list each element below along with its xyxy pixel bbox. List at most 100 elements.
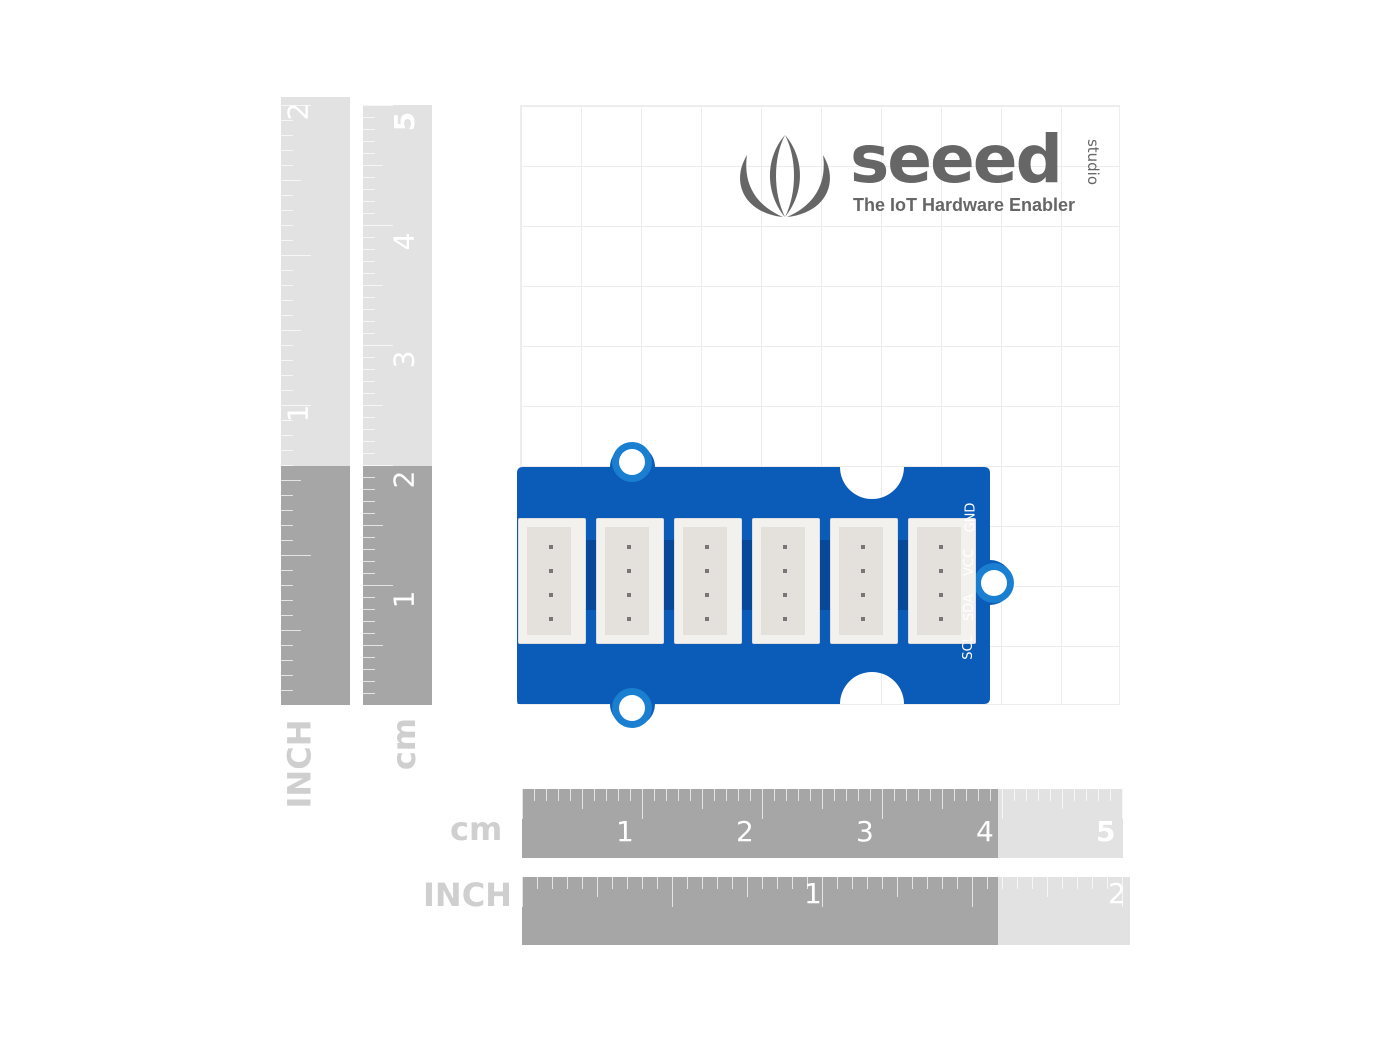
ruler-tick — [281, 165, 293, 166]
ruler-tick — [786, 789, 787, 801]
ruler-tick — [654, 789, 655, 801]
ruler-tick — [363, 333, 375, 334]
ruler-tick — [567, 877, 568, 889]
ruler-tick — [702, 877, 703, 889]
connector-pin — [705, 617, 709, 621]
ruler-tick — [363, 273, 375, 274]
ruler-tick — [363, 369, 375, 370]
ruler-tick — [1110, 789, 1111, 801]
connector-pin — [939, 593, 943, 597]
ruler-tick — [1086, 789, 1087, 801]
ruler-tick — [281, 555, 311, 556]
ruler-tick — [363, 105, 393, 106]
ruler-tick — [281, 480, 301, 481]
connector-pin — [939, 545, 943, 549]
connector-pin — [549, 569, 553, 573]
ruler-tick — [363, 477, 375, 478]
connector-pin — [783, 593, 787, 597]
ruler-tick — [363, 201, 375, 202]
ruler-tick — [1122, 789, 1123, 819]
ruler-label: 1 — [387, 590, 421, 609]
ruler-tick — [281, 225, 293, 226]
ruler-tick — [281, 315, 293, 316]
ruler-tick — [281, 495, 293, 496]
ruler-tick — [281, 180, 301, 181]
ruler-tick — [777, 877, 778, 889]
ruler-tick — [281, 255, 311, 256]
ruler-tick — [281, 120, 293, 121]
ruler-tick — [363, 237, 375, 238]
ruler-tick — [1002, 877, 1003, 889]
ruler-tick — [281, 405, 311, 406]
connector-pin — [861, 593, 865, 597]
ruler-label: 1 — [281, 404, 315, 423]
ruler-tick — [363, 357, 375, 358]
connector-pin — [627, 593, 631, 597]
ruler-tick — [363, 441, 375, 442]
ruler-tick — [846, 789, 847, 801]
ruler-tick — [1047, 877, 1048, 897]
ruler-tick — [281, 150, 293, 151]
ruler-tick — [690, 789, 691, 801]
ruler-tick — [363, 669, 375, 670]
ruler-tick — [363, 393, 375, 394]
ruler-tick — [363, 225, 393, 226]
ruler-tick — [281, 105, 311, 106]
ruler-tick — [657, 877, 658, 889]
connector-pin — [783, 545, 787, 549]
ruler-tick — [534, 789, 535, 801]
ruler-tick — [281, 525, 293, 526]
ruler-tick — [281, 450, 293, 451]
ruler-label: 3 — [856, 815, 874, 848]
ruler-tick — [1017, 877, 1018, 889]
ruler-tick — [867, 877, 868, 889]
ruler-tick — [281, 345, 293, 346]
ruler-tick — [281, 660, 293, 661]
connector-pin — [939, 617, 943, 621]
vertical-inch-unit: INCH — [280, 719, 319, 809]
ruler-tick — [858, 789, 859, 801]
ruler-tick — [894, 789, 895, 801]
ruler-tick — [363, 141, 375, 142]
ruler-label: 2 — [736, 815, 754, 848]
ruler-tick — [702, 789, 703, 809]
ruler-tick — [1074, 789, 1075, 801]
ruler-tick — [678, 789, 679, 801]
brand-name: seeed — [850, 121, 1063, 198]
ruler-tick — [363, 177, 375, 178]
ruler-label: 3 — [387, 350, 421, 369]
vertical-inch-ruler: 2 1 — [281, 97, 350, 706]
ruler-tick — [954, 789, 955, 801]
ruler-tick — [281, 645, 293, 646]
ruler-tick — [522, 877, 523, 907]
ruler-tick — [363, 165, 383, 166]
seeed-flower-icon — [740, 135, 830, 217]
horizontal-cm-ruler: 1 2 3 4 5 — [522, 789, 1123, 858]
connector-pin — [861, 617, 865, 621]
ruler-tick — [281, 585, 293, 586]
silkscreen-label: VCC — [962, 548, 978, 577]
connector-pin — [627, 545, 631, 549]
ruler-label: 5 — [1096, 815, 1116, 848]
horizontal-cm-unit: cm — [450, 810, 503, 848]
vertical-cm-ruler: 5 4 3 2 1 — [363, 105, 432, 706]
ruler-label: 4 — [976, 815, 994, 848]
ruler-tick — [897, 877, 898, 897]
ruler-tick — [363, 609, 375, 610]
tagline: The IoT Hardware Enabler — [853, 195, 1076, 215]
grove-i2c-hub-board: SCL SDA VCC GND — [510, 440, 1020, 730]
ruler-tick — [363, 705, 393, 706]
ruler-tick — [281, 135, 293, 136]
ruler-tick — [792, 877, 793, 889]
ruler-tick — [363, 465, 393, 466]
ruler-tick — [630, 789, 631, 801]
ruler-tick — [912, 877, 913, 889]
ruler-tick — [1122, 877, 1123, 907]
ruler-tick — [363, 633, 375, 634]
ruler-tick — [281, 375, 293, 376]
connector-pin — [783, 617, 787, 621]
ruler-tick — [281, 330, 301, 331]
ruler-tick — [570, 789, 571, 801]
ruler-tick — [363, 345, 393, 346]
ruler-tick — [363, 321, 375, 322]
